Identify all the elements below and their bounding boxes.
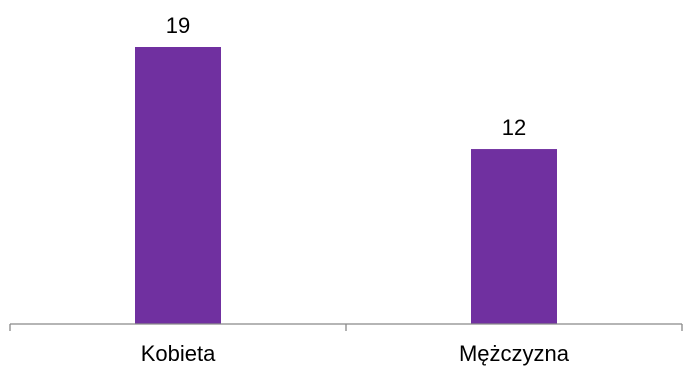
x-tick-label: Mężczyzna bbox=[459, 341, 570, 366]
bars-group bbox=[135, 47, 557, 324]
x-tick-label: Kobieta bbox=[141, 341, 216, 366]
x-axis-tick-labels-group: Kobieta Mężczyzna bbox=[141, 341, 570, 366]
data-label: 19 bbox=[166, 13, 190, 38]
bar-2 bbox=[471, 149, 557, 324]
x-axis-ticks-group bbox=[9, 324, 683, 331]
bar-1 bbox=[135, 47, 221, 324]
data-label: 12 bbox=[502, 115, 526, 140]
